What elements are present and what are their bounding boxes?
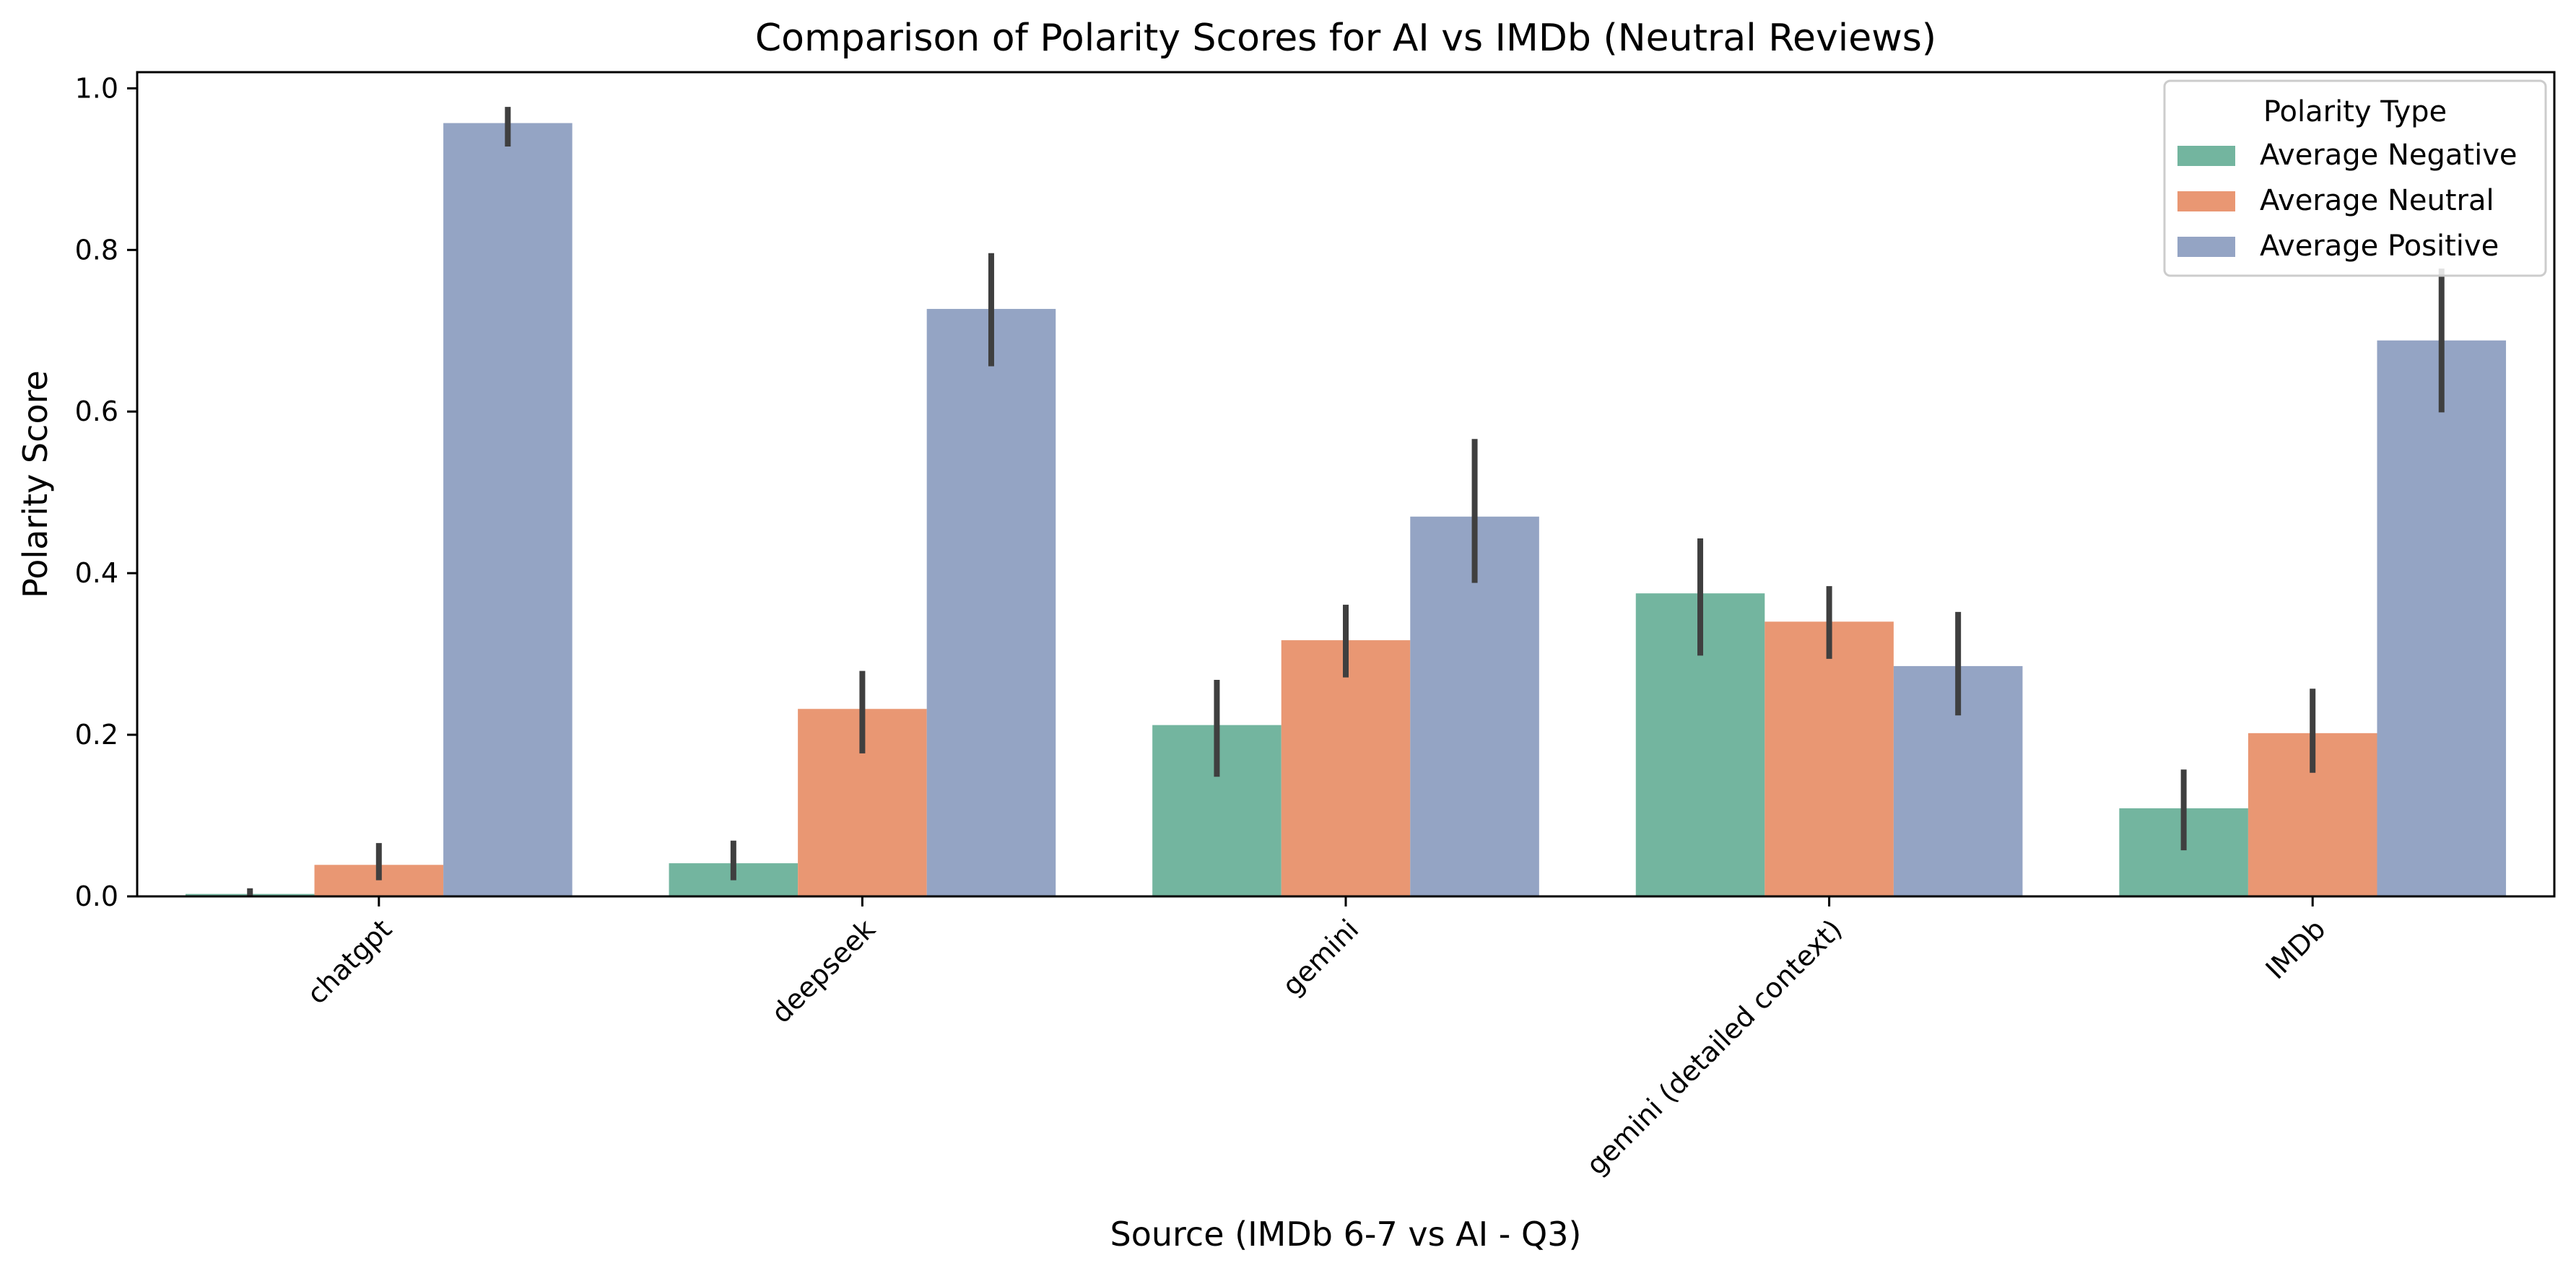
y-tick-label: 0.4 xyxy=(75,557,118,589)
legend-swatch xyxy=(2177,191,2235,211)
error-bars-layer xyxy=(247,107,2445,896)
y-tick-label: 0.2 xyxy=(75,719,118,751)
x-tick-label: deepseek xyxy=(765,913,882,1029)
x-tick-label: gemini (detailed context) xyxy=(1580,913,1848,1181)
legend-label: Average Neutral xyxy=(2260,184,2494,217)
y-tick-label: 1.0 xyxy=(75,72,118,104)
bar xyxy=(1765,621,1894,896)
x-tick-label: gemini xyxy=(1276,913,1365,1002)
legend-label: Average Positive xyxy=(2260,230,2499,263)
x-axis-title: Source (IMDb 6-7 vs AI - Q3) xyxy=(1110,1215,1582,1254)
legend-swatch xyxy=(2177,237,2235,257)
bar xyxy=(2377,340,2507,896)
bars-layer xyxy=(185,123,2507,897)
y-tick-label: 0.6 xyxy=(75,396,118,427)
x-tick-label: chatgpt xyxy=(301,913,399,1010)
y-tick-label: 0.8 xyxy=(75,234,118,266)
y-tick-label: 0.0 xyxy=(75,880,118,912)
y-axis-title: Polarity Score xyxy=(16,370,55,598)
legend-swatch xyxy=(2177,146,2235,166)
bar xyxy=(926,309,1056,896)
bar xyxy=(1281,640,1411,896)
bar xyxy=(443,123,573,897)
legend-label: Average Negative xyxy=(2260,139,2517,172)
legend-items: Average Negative Average Neutral Average P… xyxy=(2177,139,2517,263)
chart-title: Comparison of Polarity Scores for AI vs … xyxy=(755,17,1936,60)
legend-box xyxy=(2163,79,2547,277)
x-tick-label: IMDb xyxy=(2260,913,2332,985)
legend-title: Polarity Type xyxy=(2263,95,2447,128)
y-axis: 0.0 0.2 0.4 0.6 0.8 1.0 xyxy=(75,72,137,912)
x-axis: chatgpt deepseek gemini gemini (detailed co… xyxy=(301,896,2332,1181)
